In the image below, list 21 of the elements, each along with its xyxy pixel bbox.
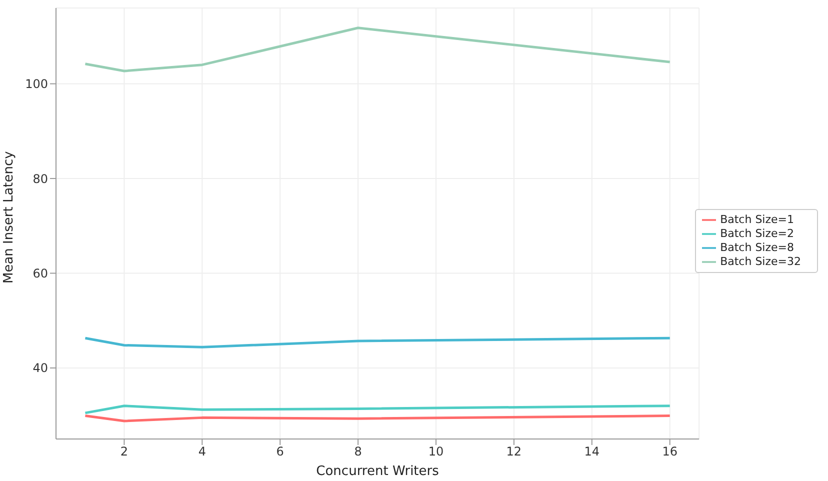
legend-label: Batch Size=32 bbox=[720, 254, 801, 268]
legend-label: Batch Size=8 bbox=[720, 240, 794, 254]
line-series bbox=[84, 404, 672, 414]
x-tick-label: 10 bbox=[428, 444, 444, 459]
x-tick-label: 6 bbox=[276, 444, 284, 459]
y-tick-label: 60 bbox=[32, 266, 48, 280]
y-tick-label: 80 bbox=[32, 172, 48, 186]
y-tick-label: 100 bbox=[25, 77, 48, 92]
x-tick-label: 14 bbox=[584, 444, 600, 459]
legend-label: Batch Size=1 bbox=[720, 212, 794, 226]
x-tick-label: 2 bbox=[120, 444, 128, 459]
x-axis-title: Concurrent Writers bbox=[316, 464, 440, 479]
x-tick-label: 8 bbox=[354, 444, 362, 459]
x-tick-label: 4 bbox=[198, 444, 206, 459]
legend-label: Batch Size=2 bbox=[720, 226, 794, 240]
y-axis-title: Mean Insert Latency bbox=[2, 150, 17, 284]
y-tick-label: 40 bbox=[32, 361, 48, 376]
x-tick-label: 16 bbox=[662, 444, 678, 459]
x-tick-label: 12 bbox=[506, 444, 522, 459]
line-series bbox=[84, 26, 672, 72]
line-series bbox=[84, 336, 672, 348]
